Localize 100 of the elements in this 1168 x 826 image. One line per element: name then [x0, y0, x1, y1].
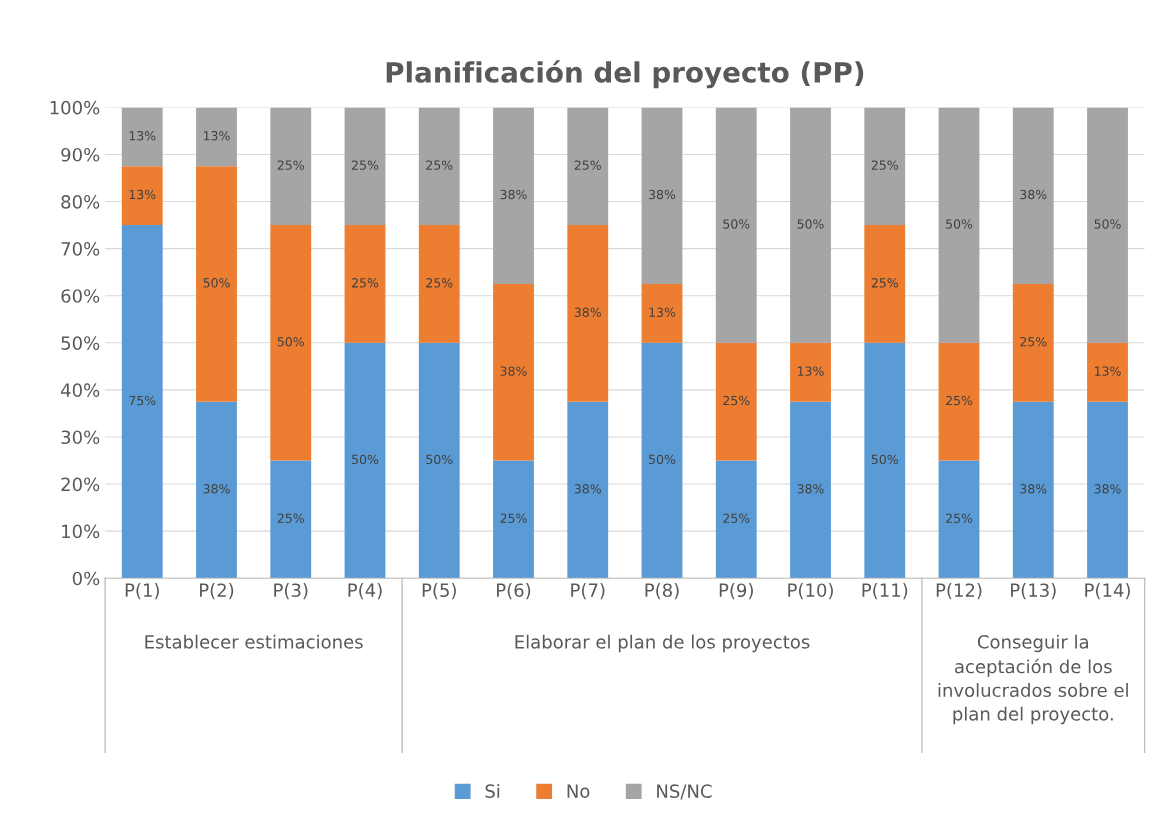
bar	[641, 283, 683, 343]
data-label: 25%	[426, 160, 453, 170]
bar	[344, 107, 386, 226]
data-label: 38%	[1094, 484, 1121, 494]
x-tick-label: P(10)	[788, 583, 833, 600]
bar	[270, 225, 312, 461]
bar	[1012, 283, 1054, 402]
data-label: 50%	[1094, 219, 1121, 229]
bar	[1087, 401, 1128, 579]
x-tick-label: P(5)	[422, 583, 456, 600]
bar	[938, 107, 980, 343]
y-tick-label: 10%	[62, 524, 100, 539]
y-tick-label: 0%	[72, 571, 100, 586]
bar	[418, 107, 460, 226]
data-label: 13%	[129, 130, 156, 141]
bar	[715, 460, 757, 579]
data-label: 25%	[871, 160, 898, 170]
data-label: 13%	[129, 189, 156, 200]
data-label: 38%	[797, 484, 824, 494]
data-label: 25%	[277, 160, 304, 170]
data-label: 13%	[203, 130, 230, 141]
bar	[567, 107, 609, 226]
data-label: 13%	[797, 366, 824, 376]
bar	[418, 342, 460, 579]
bar	[938, 342, 980, 461]
bar	[493, 107, 534, 284]
x-tick-label: P(8)	[645, 583, 679, 600]
x-tick-label: P(6)	[497, 583, 531, 600]
chart-title: Planificación del proyecto (PP)	[386, 60, 864, 89]
data-label: 50%	[871, 454, 898, 465]
data-label: 13%	[649, 307, 676, 317]
data-label: 50%	[946, 219, 973, 229]
bar	[270, 460, 312, 579]
y-tick-label: 80%	[61, 195, 100, 209]
x-tick-label: P(9)	[719, 583, 753, 600]
bar	[196, 166, 237, 402]
data-label: 50%	[277, 336, 304, 347]
bar	[196, 401, 237, 579]
data-label: 38%	[1020, 189, 1047, 200]
y-tick-label: 60%	[61, 289, 100, 303]
data-label: 25%	[352, 160, 379, 170]
bar	[344, 225, 386, 343]
data-label: 38%	[203, 484, 230, 494]
data-label: 38%	[574, 307, 601, 317]
data-label: 38%	[500, 189, 527, 200]
text: Establecer estimaciones	[145, 634, 363, 649]
data-label: 25%	[352, 278, 379, 288]
bar	[1012, 401, 1054, 579]
y-tick-label: 20%	[61, 477, 100, 492]
x-tick-label: P(4)	[348, 583, 382, 600]
bar	[864, 107, 906, 226]
bar	[196, 107, 237, 167]
legend-label: Si	[485, 784, 500, 798]
data-label: 25%	[723, 395, 750, 406]
x-tick-label: P(14)	[1085, 583, 1130, 600]
data-label: 25%	[946, 513, 973, 523]
y-tick-label: 90%	[61, 147, 100, 162]
data-label: 75%	[129, 395, 156, 406]
bar	[493, 283, 534, 461]
legend-label: NS/NC	[657, 784, 712, 800]
x-tick-label: P(7)	[571, 583, 605, 600]
data-label: 13%	[1095, 366, 1121, 376]
x-tick-label: P(13)	[1011, 583, 1056, 600]
data-label: 25%	[1020, 336, 1047, 347]
bar	[641, 342, 683, 579]
y-tick-label: 40%	[61, 383, 100, 397]
bar	[493, 460, 534, 579]
x-tick-label: P(3)	[274, 583, 308, 600]
bar	[715, 342, 757, 461]
bar	[1087, 342, 1128, 402]
data-label: 25%	[500, 513, 527, 523]
data-label: 50%	[723, 219, 750, 229]
y-tick-label: 50%	[61, 336, 100, 350]
bar	[790, 107, 831, 343]
bar	[121, 225, 163, 579]
text: Elaborar el plan de los proyectos	[515, 634, 810, 653]
bar	[1012, 107, 1054, 284]
data-label: 25%	[946, 395, 973, 406]
bar	[864, 342, 906, 579]
data-label: 25%	[277, 513, 304, 523]
y-tick-label: 100%	[50, 100, 100, 115]
data-label: 25%	[723, 513, 750, 523]
y-tick-label: 30%	[61, 430, 100, 445]
text: Conseguir la aceptación de los involucrados sobre el plan del proyecto.	[938, 634, 1128, 725]
bar	[121, 166, 163, 226]
data-label: 25%	[574, 160, 601, 170]
data-label: 38%	[1020, 484, 1047, 494]
x-tick-label: P(2)	[200, 583, 234, 600]
bar	[567, 225, 609, 402]
bar	[418, 225, 460, 343]
bar	[344, 342, 386, 579]
data-label: 50%	[797, 219, 824, 229]
data-label: 38%	[649, 189, 676, 200]
x-tick-label: P(12)	[936, 583, 982, 600]
data-label: 25%	[426, 278, 453, 288]
data-label: 25%	[871, 278, 898, 288]
data-label: 38%	[574, 484, 601, 494]
bar	[790, 401, 831, 579]
bar	[1087, 107, 1128, 343]
data-label: 38%	[500, 366, 527, 376]
